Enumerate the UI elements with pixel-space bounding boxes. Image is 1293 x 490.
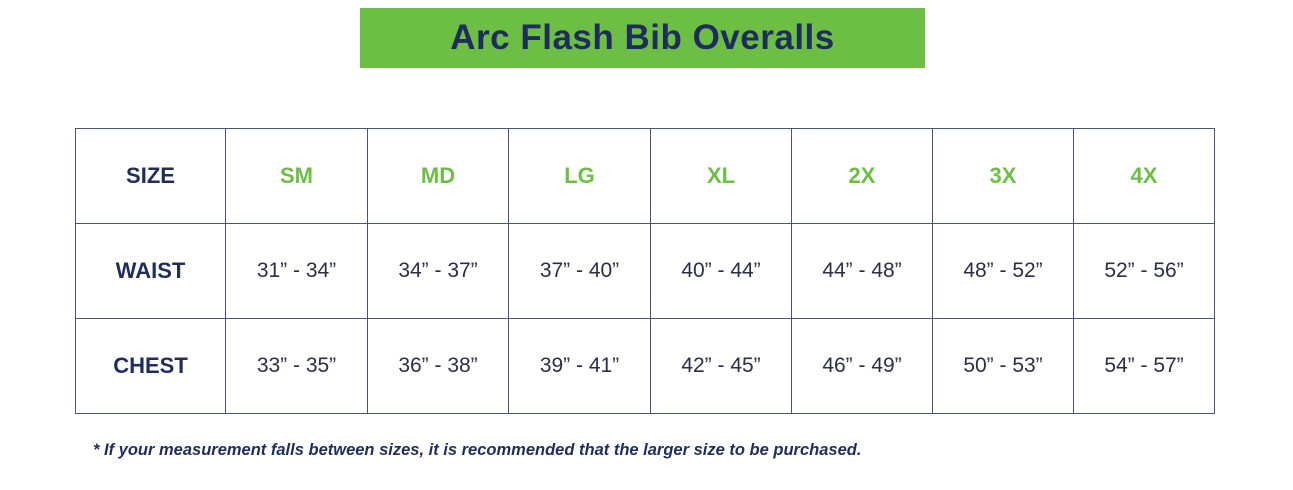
table-cell: 54” - 57”	[1073, 318, 1215, 414]
table-cell: 34” - 37”	[367, 223, 509, 319]
table-cell: 48” - 52”	[932, 223, 1074, 319]
table-cell: 46” - 49”	[791, 318, 933, 414]
table-row-chest: CHEST 33” - 35” 36” - 38” 39” - 41” 42” …	[75, 318, 1215, 414]
table-cell: 40” - 44”	[650, 223, 792, 319]
size-header: LG	[508, 128, 651, 224]
table-cell: 37” - 40”	[508, 223, 651, 319]
table-cell: 50” - 53”	[932, 318, 1074, 414]
row-label-chest: CHEST	[75, 318, 226, 414]
footnote: * If your measurement falls between size…	[93, 441, 862, 459]
table-cell: 33” - 35”	[225, 318, 368, 414]
table-cell: 31” - 34”	[225, 223, 368, 319]
row-label-waist: WAIST	[75, 223, 226, 319]
table-cell: 39” - 41”	[508, 318, 651, 414]
size-chart-table: SIZE SM MD LG XL 2X 3X 4X WAIST 31” - 34…	[75, 128, 1215, 414]
size-header: 2X	[791, 128, 933, 224]
table-cell: 42” - 45”	[650, 318, 792, 414]
table-header-row: SIZE SM MD LG XL 2X 3X 4X	[75, 128, 1215, 224]
page-title: Arc Flash Bib Overalls	[360, 8, 925, 68]
size-header: XL	[650, 128, 792, 224]
table-cell: 44” - 48”	[791, 223, 933, 319]
size-header: 3X	[932, 128, 1074, 224]
table-cell: 36” - 38”	[367, 318, 509, 414]
size-header: SM	[225, 128, 368, 224]
table-cell: 52” - 56”	[1073, 223, 1215, 319]
row-label-size: SIZE	[75, 128, 226, 224]
size-header: 4X	[1073, 128, 1215, 224]
table-row-waist: WAIST 31” - 34” 34” - 37” 37” - 40” 40” …	[75, 223, 1215, 319]
size-header: MD	[367, 128, 509, 224]
